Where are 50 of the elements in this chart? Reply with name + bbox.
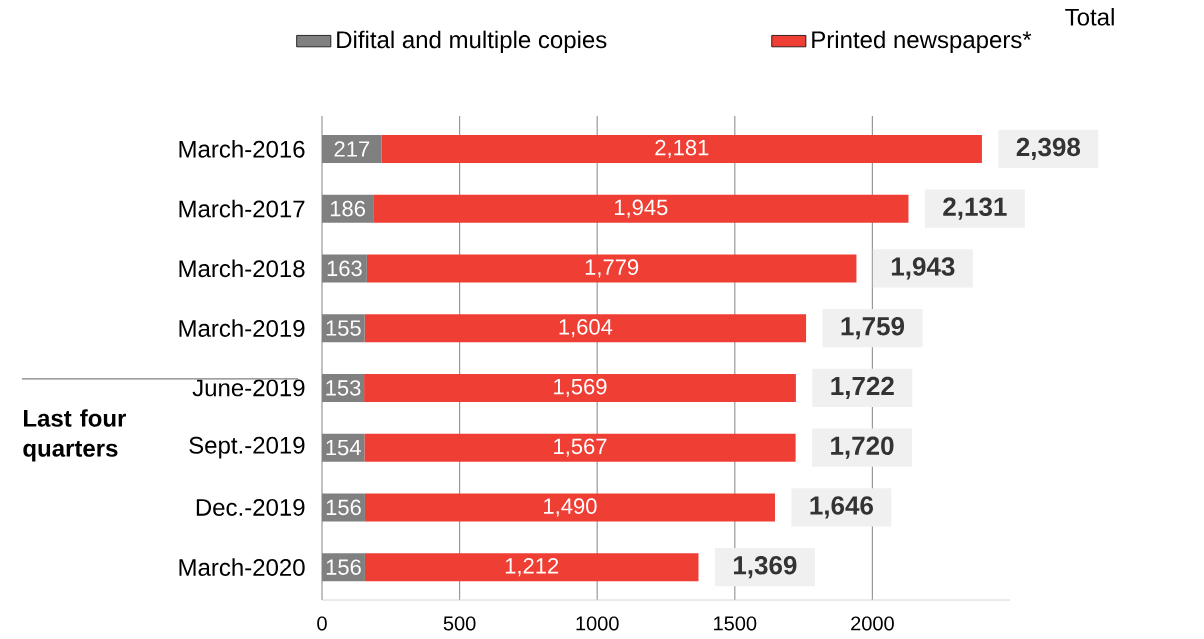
total-label: 1,646 xyxy=(810,496,873,519)
bar xyxy=(366,254,857,283)
total-label: 1,759 xyxy=(841,317,905,340)
x-tick-label: 500 xyxy=(443,616,476,631)
x-tick-label: 1000 xyxy=(576,616,619,631)
legend-label: Printed newspapers* xyxy=(812,30,1032,54)
data-label: 1,212 xyxy=(505,558,559,577)
y-tick-label: March-2016 xyxy=(179,140,305,158)
x-tick-label: 0 xyxy=(317,616,327,631)
total-label: 1,722 xyxy=(831,377,894,400)
total-label: 2,398 xyxy=(1016,138,1081,161)
y-tick-label: March-2018 xyxy=(179,259,305,278)
text: Last four quarters xyxy=(23,409,127,462)
y-tick-label: June-2019 xyxy=(192,379,305,397)
bar xyxy=(364,493,775,522)
data-label: 1,604 xyxy=(559,319,613,338)
text: Total xyxy=(1065,8,1114,26)
bar xyxy=(364,374,796,403)
data-label: 154 xyxy=(326,440,361,456)
bar xyxy=(364,433,796,462)
data-label: 1,490 xyxy=(544,498,597,517)
y-tick-label: Sept.-2019 xyxy=(189,437,305,459)
data-label: 156 xyxy=(326,559,361,576)
data-label: 217 xyxy=(334,141,370,157)
x-tick-label: 1500 xyxy=(714,616,757,631)
data-label: 153 xyxy=(326,380,361,396)
data-label: 2,181 xyxy=(655,140,709,159)
data-label: 155 xyxy=(326,320,361,337)
total-label: 2,131 xyxy=(943,197,1007,220)
y-tick-label: March-2017 xyxy=(179,200,305,218)
data-label: 156 xyxy=(326,499,361,516)
bar xyxy=(322,135,382,164)
legend-label: Difital and multiple copies xyxy=(337,30,607,54)
data-label: 1,567 xyxy=(554,438,607,457)
bar xyxy=(373,194,909,223)
bar xyxy=(381,135,982,164)
data-label: 163 xyxy=(327,260,362,277)
total-label: 1,720 xyxy=(831,436,894,459)
y-tick-label: March-2020 xyxy=(179,558,305,577)
y-tick-label: March-2019 xyxy=(179,319,305,338)
bar xyxy=(364,314,807,343)
y-tick-label: Dec.-2019 xyxy=(196,499,305,517)
data-label: 186 xyxy=(330,201,365,217)
data-label: 1,569 xyxy=(554,379,607,398)
total-label: 1,943 xyxy=(891,257,955,280)
x-tick-label: 2000 xyxy=(851,616,894,631)
data-label: 1,945 xyxy=(614,199,668,218)
bar xyxy=(364,553,699,582)
data-label: 1,779 xyxy=(585,259,639,278)
total-label: 1,369 xyxy=(733,556,797,579)
